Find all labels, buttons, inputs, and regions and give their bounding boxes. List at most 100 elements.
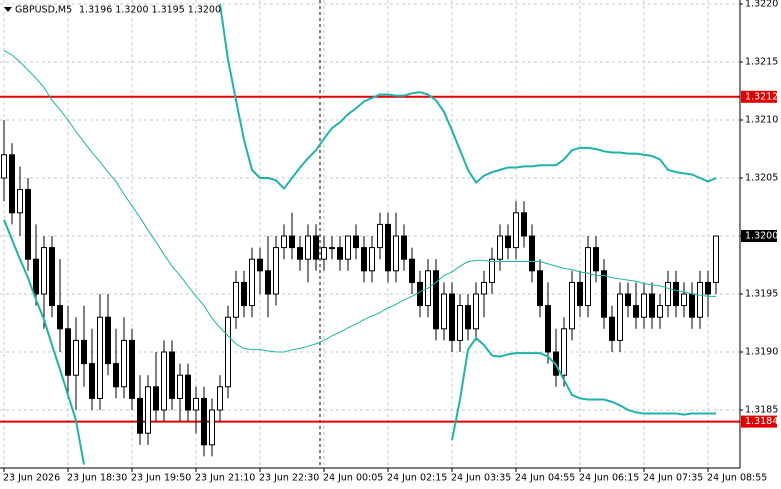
candle-body [505, 235, 511, 249]
candle-body [41, 247, 47, 295]
candle-body [113, 363, 119, 388]
symbol: GBPUSD,M5 [15, 5, 72, 16]
x-tick-label: 23 Jun 2026 [3, 473, 60, 484]
y-tick-label: 1.3190 [745, 347, 778, 358]
candle-body [361, 247, 367, 272]
candle-body [513, 212, 519, 249]
candle-body [105, 316, 111, 365]
y-tick-label: 1.3210 [745, 115, 778, 126]
quote: 1.3196 1.3200 1.3195 1.3200 [79, 5, 221, 16]
candle-body [625, 293, 631, 307]
x-tick-label: 23 Jun 21:10 [195, 473, 255, 484]
candle-body [681, 293, 687, 307]
candle-body [585, 247, 591, 307]
candle-body [537, 270, 543, 307]
candle-body [73, 339, 79, 376]
grid [0, 0, 740, 468]
candle-body [657, 305, 663, 318]
candle-body [649, 293, 655, 318]
candle-body [665, 281, 671, 307]
candle-body [25, 189, 31, 260]
candle-body [121, 339, 127, 388]
x-tick-label: 24 Jun 02:15 [387, 473, 447, 484]
candle-body [249, 258, 255, 307]
candle-body [633, 305, 639, 318]
x-tick-label: 24 Jun 04:55 [515, 473, 575, 484]
candle-body [225, 316, 231, 388]
y-tick-label: 1.3215 [745, 57, 778, 68]
candle-body [201, 397, 207, 446]
candle-body [609, 316, 615, 341]
y-tick-label: 1.3220 [745, 0, 778, 10]
x-tick-label: 24 Jun 03:35 [451, 473, 511, 484]
candle-body [369, 247, 375, 272]
x-tick-label: 23 Jun 18:30 [67, 473, 127, 484]
candle-body [713, 235, 719, 283]
candle-body [569, 281, 575, 330]
axis-labels: 1.3220 1.3215 1.3210 1.3205 1.3200 1.3195 1.31… [3, 0, 778, 484]
candle-body [233, 281, 239, 318]
price-label: 1.3200 [745, 231, 778, 242]
level-label-box [741, 90, 777, 103]
candle-body [473, 293, 479, 330]
candle-body [497, 235, 503, 260]
band-line [219, 3, 717, 190]
candle-body [185, 374, 191, 411]
candle-body [265, 270, 271, 295]
candle-body [441, 293, 447, 330]
candle-body [617, 293, 623, 341]
x-tick-label: 24 Jun 08:55 [707, 473, 767, 484]
candle-body [561, 328, 567, 376]
band-line [3, 219, 716, 465]
candle-body [417, 281, 423, 307]
candle-body [145, 386, 151, 434]
candle-body [65, 328, 71, 376]
candle-body [161, 351, 167, 411]
candle-body [57, 305, 63, 330]
level-label: 1.3184 [745, 416, 778, 427]
candle-body [689, 293, 695, 318]
candle-body [81, 339, 87, 365]
band-line [3, 49, 716, 353]
candle-body [521, 212, 527, 237]
candle-body [529, 235, 535, 272]
candle-body [409, 258, 415, 283]
candle-body [313, 235, 319, 260]
level-label: 1.3212 [745, 91, 778, 102]
candle-body [9, 154, 15, 214]
candle-body [169, 351, 175, 399]
y-tick-label: 1.3185 [745, 405, 778, 416]
x-tick-label: 24 Jun 07:35 [643, 473, 703, 484]
y-tick-label: 1.3195 [745, 289, 778, 300]
x-tick-label: 24 Jun 00:05 [323, 473, 383, 484]
level-label-box [741, 415, 777, 428]
candle-body [377, 223, 383, 249]
candle-body [33, 258, 39, 295]
candle-body [705, 281, 711, 295]
candle-body [217, 386, 223, 411]
candle-body [97, 316, 103, 399]
price-label-box [741, 230, 777, 242]
x-tick-label: 24 Jun 06:15 [579, 473, 639, 484]
candle-body [385, 223, 391, 272]
x-tick-label: 23 Jun 22:30 [259, 473, 319, 484]
candle-body [137, 397, 143, 434]
candle-body [393, 235, 399, 272]
candle-body [601, 270, 607, 318]
candle-body [401, 235, 407, 260]
candle-body [345, 235, 351, 260]
candle-body [153, 386, 159, 411]
candle-body [289, 235, 295, 249]
candle-body [129, 339, 135, 399]
candle-body [697, 281, 703, 318]
candle-body [321, 247, 327, 260]
candle-body [49, 247, 55, 307]
candle-body [465, 305, 471, 330]
candle-body [353, 235, 359, 249]
candle-body [241, 281, 247, 307]
candle-body [89, 363, 95, 399]
plot [0, 3, 740, 465]
candle-body [545, 305, 551, 353]
candle-body [193, 397, 199, 411]
